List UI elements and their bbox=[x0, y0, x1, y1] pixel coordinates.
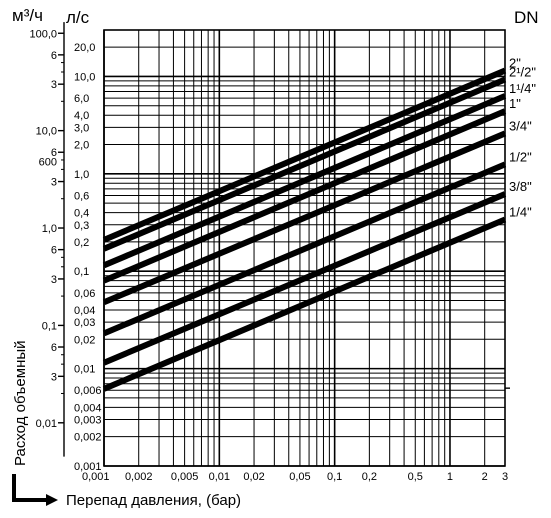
y-tick-label-ls: 1,0 bbox=[74, 169, 89, 181]
x-tick-label: 0,02 bbox=[243, 471, 264, 483]
y-tick-label-m3h: 6 bbox=[51, 50, 57, 62]
y-tick-label-ls: 0,003 bbox=[74, 415, 102, 427]
y-tick-label-ls: 0,1 bbox=[74, 266, 89, 278]
y-tick-label-ls: 0,4 bbox=[74, 208, 89, 220]
x-tick-label: 0,01 bbox=[209, 471, 230, 483]
y-tick-label-ls: 20,0 bbox=[74, 42, 95, 54]
series-line bbox=[102, 67, 507, 243]
series-label: 1/4" bbox=[509, 204, 532, 219]
y-tick-label-ls: 0,2 bbox=[74, 237, 89, 249]
y-tick-label-m3h: 6 bbox=[51, 342, 57, 354]
y-tick-label-m3h: 3 bbox=[51, 371, 57, 383]
y-tick-label-ls: 0,006 bbox=[74, 385, 102, 397]
y-tick-label-ls: 10,0 bbox=[74, 71, 95, 83]
y-tick-label-m3h: 6 bbox=[51, 245, 57, 257]
y-tick-label-ls: 0,001 bbox=[74, 461, 102, 473]
series-label: 1¹/4" bbox=[509, 81, 536, 96]
y-tick-label-ls: 6,0 bbox=[74, 93, 89, 105]
y-tick-label-ls: 0,03 bbox=[74, 317, 95, 329]
series-line bbox=[102, 93, 507, 269]
dn-header: DN bbox=[514, 8, 539, 27]
series-label: 2¹/2" bbox=[509, 65, 536, 80]
y-tick-label-ls: 0,6 bbox=[74, 190, 89, 202]
series-line bbox=[102, 191, 507, 366]
y-tick-label-ls: 0,04 bbox=[74, 305, 95, 317]
unit-m3h: м³/ч bbox=[12, 6, 43, 25]
y-tick-label-ls: 4,0 bbox=[74, 110, 89, 122]
series-lines bbox=[102, 67, 507, 392]
x-tick-label: 0,001 bbox=[82, 471, 110, 483]
y-tick-label-m3h: 3 bbox=[51, 177, 57, 189]
series-line bbox=[102, 161, 507, 337]
y-tick-label-ls: 0,004 bbox=[74, 402, 102, 414]
x-tick-label: 1 bbox=[447, 471, 453, 483]
y-tick-label-m3h: 3 bbox=[51, 274, 57, 286]
x-tick-label: 0,5 bbox=[408, 471, 423, 483]
axis-arrow bbox=[12, 474, 58, 506]
series-line bbox=[102, 130, 507, 306]
x-tick-label: 2 bbox=[482, 471, 488, 483]
y-tick-label-m3h: 6 bbox=[51, 147, 57, 159]
y-axis-title: Расход объемный bbox=[12, 340, 29, 466]
y-tick-label-ls: 0,3 bbox=[74, 220, 89, 232]
x-tick-label: 0,002 bbox=[125, 471, 153, 483]
y-tick-label-ls: 3,0 bbox=[74, 122, 89, 134]
series-label: 3/4" bbox=[509, 118, 532, 133]
y-tick-label-m3h: 100,0 bbox=[29, 28, 57, 40]
series-line bbox=[102, 216, 507, 392]
series-line bbox=[102, 76, 507, 252]
y-tick-label-m3h: 0,01 bbox=[36, 418, 57, 430]
x-tick-label: 3 bbox=[502, 471, 508, 483]
x-axis-title: Перепад давления, (бар) bbox=[66, 492, 242, 509]
series-label: 1/2" bbox=[509, 149, 532, 164]
y-tick-label-ls: 0,01 bbox=[74, 364, 95, 376]
unit-ls: л/с bbox=[66, 8, 90, 27]
y-tick-label-m3h: 10,0 bbox=[36, 126, 57, 138]
x-tick-label: 0,005 bbox=[171, 471, 199, 483]
tick-labels: 2"2¹/2"1¹/4"1" 3/4" 1/2" 3/8" 1/4" 0,001 0,002… bbox=[29, 28, 536, 483]
x-tick-label: 0,2 bbox=[362, 471, 377, 483]
y-tick-label-m3h: 3 bbox=[51, 79, 57, 91]
x-tick-label: 0,05 bbox=[289, 471, 310, 483]
x-tick-label: 0,1 bbox=[327, 471, 342, 483]
series-line bbox=[102, 108, 507, 284]
y-tick-label-m3h: 0,1 bbox=[42, 320, 57, 332]
grid bbox=[58, 22, 510, 467]
series-label: 1" bbox=[509, 96, 521, 111]
y-tick-label-ls: 0,06 bbox=[74, 288, 95, 300]
y-tick-label-ls: 0,02 bbox=[74, 334, 95, 346]
y-tick-label-m3h: 1,0 bbox=[42, 223, 57, 235]
y-tick-label-ls: 0,002 bbox=[74, 432, 102, 444]
series-label: 3/8" bbox=[509, 179, 532, 194]
series-label: 2" bbox=[509, 56, 521, 71]
y-tick-label-ls: 2,0 bbox=[74, 140, 89, 152]
y-tick-label-600: 600 bbox=[39, 157, 57, 169]
